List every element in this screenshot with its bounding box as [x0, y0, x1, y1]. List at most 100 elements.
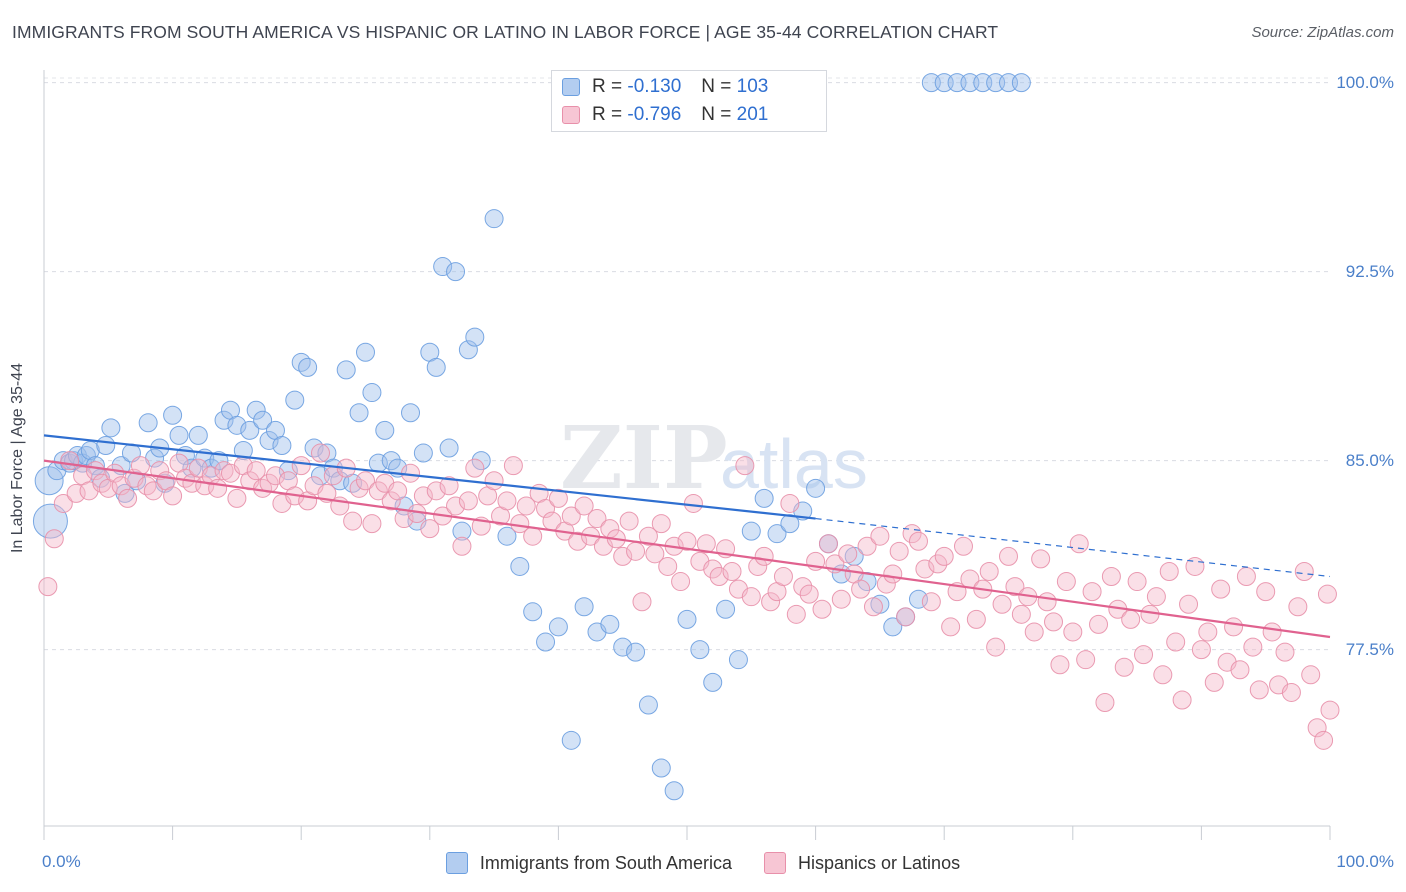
point-hispanics	[1320, 700, 1340, 720]
point-hispanics	[780, 493, 800, 513]
point-hispanics	[1204, 672, 1224, 692]
point-immigrants	[240, 420, 260, 440]
point-hispanics	[60, 451, 80, 471]
point-hispanics	[1140, 604, 1160, 624]
point-hispanics	[503, 456, 523, 476]
legend-item-immigrants: Immigrants from South America	[445, 852, 732, 874]
trend-line-immigrants	[43, 434, 816, 520]
point-hispanics	[1063, 622, 1083, 642]
point-immigrants	[426, 357, 446, 377]
point-hispanics	[683, 493, 703, 513]
x-tick-max: 100.0%	[1336, 852, 1394, 871]
point-hispanics	[1243, 637, 1263, 657]
point-hispanics	[381, 491, 401, 511]
point-hispanics	[1069, 534, 1089, 554]
point-immigrants	[458, 340, 478, 360]
point-hispanics	[638, 526, 658, 546]
chart-title: IMMIGRANTS FROM SOUTH AMERICA VS HISPANI…	[12, 22, 999, 42]
point-immigrants	[227, 415, 247, 435]
point-immigrants	[304, 438, 324, 458]
point-immigrants	[298, 357, 318, 377]
point-hispanics	[709, 567, 729, 587]
point-immigrants	[497, 526, 517, 546]
point-hispanics	[356, 471, 375, 491]
point-hispanics	[38, 577, 58, 597]
point-hispanics	[941, 617, 961, 637]
point-hispanics	[1314, 730, 1334, 750]
point-immigrants	[574, 597, 594, 617]
point-hispanics	[523, 526, 543, 546]
point-hispanics	[703, 559, 723, 579]
point-hispanics	[1288, 597, 1308, 617]
point-immigrants	[138, 413, 158, 433]
point-immigrants	[754, 488, 774, 508]
point-hispanics	[921, 592, 941, 612]
point-hispanics	[1230, 660, 1250, 680]
point-hispanics	[1005, 577, 1025, 597]
y-axis-label: In Labor Force | Age 35-44	[9, 362, 26, 554]
point-immigrants	[626, 642, 646, 662]
point-hispanics	[651, 514, 671, 534]
point-immigrants	[484, 209, 504, 229]
point-hispanics	[291, 456, 311, 476]
point-hispanics	[420, 519, 440, 539]
point-hispanics	[934, 546, 954, 566]
point-immigrants	[163, 405, 183, 425]
point-hispanics	[1153, 665, 1173, 685]
point-hispanics	[1037, 592, 1057, 612]
point-hispanics	[143, 481, 163, 501]
point-immigrants	[728, 650, 748, 670]
point-hispanics	[92, 473, 112, 493]
point-immigrants	[32, 503, 68, 539]
point-immigrants	[471, 451, 491, 471]
point-hispanics	[986, 637, 1006, 657]
point-hispanics	[915, 559, 935, 579]
point-hispanics	[1307, 718, 1327, 738]
point-hispanics	[677, 531, 697, 551]
legend-n-label: N =	[701, 104, 732, 125]
point-hispanics	[851, 579, 871, 599]
legend-item-hispanics: Hispanics or Latinos	[764, 852, 960, 874]
point-immigrants	[638, 695, 658, 715]
point-hispanics	[741, 587, 761, 607]
point-immigrants	[465, 327, 485, 347]
point-hispanics	[857, 536, 877, 556]
point-hispanics	[1294, 561, 1314, 581]
point-hispanics	[1317, 584, 1337, 604]
point-hispanics	[818, 534, 838, 554]
point-hispanics	[1076, 650, 1096, 670]
point-hispanics	[1146, 587, 1166, 607]
point-hispanics	[658, 556, 678, 576]
point-immigrants	[272, 435, 292, 455]
point-hispanics	[439, 476, 459, 496]
legend-row-series2: R = -0.796 N = 201	[562, 103, 768, 127]
point-hispanics	[889, 541, 909, 561]
point-immigrants	[362, 383, 382, 403]
legend-swatch-blue	[445, 852, 468, 874]
y-tick-label: 92.5%	[1345, 261, 1394, 281]
point-hispanics	[953, 536, 973, 556]
point-hispanics	[863, 597, 883, 617]
point-immigrants	[413, 443, 433, 463]
legend-label-immigrants: Immigrants from South America	[479, 852, 732, 873]
point-hispanics	[1134, 645, 1154, 665]
point-hispanics	[1211, 579, 1231, 599]
point-immigrants	[349, 403, 369, 423]
point-hispanics	[761, 592, 781, 612]
point-hispanics	[497, 491, 517, 511]
point-hispanics	[754, 546, 774, 566]
point-hispanics	[908, 531, 928, 551]
data-points	[32, 73, 1340, 801]
point-hispanics	[343, 511, 363, 531]
legend-r-label: R =	[592, 104, 623, 125]
point-hispanics	[1172, 690, 1192, 710]
point-immigrants	[548, 617, 568, 637]
point-hispanics	[53, 493, 73, 513]
point-hispanics	[561, 506, 581, 526]
legend-r-value: -0.130	[627, 76, 682, 97]
point-hispanics	[1095, 693, 1115, 713]
point-hispanics	[1275, 642, 1295, 662]
point-hispanics	[1121, 609, 1141, 629]
point-hispanics	[1101, 567, 1121, 587]
